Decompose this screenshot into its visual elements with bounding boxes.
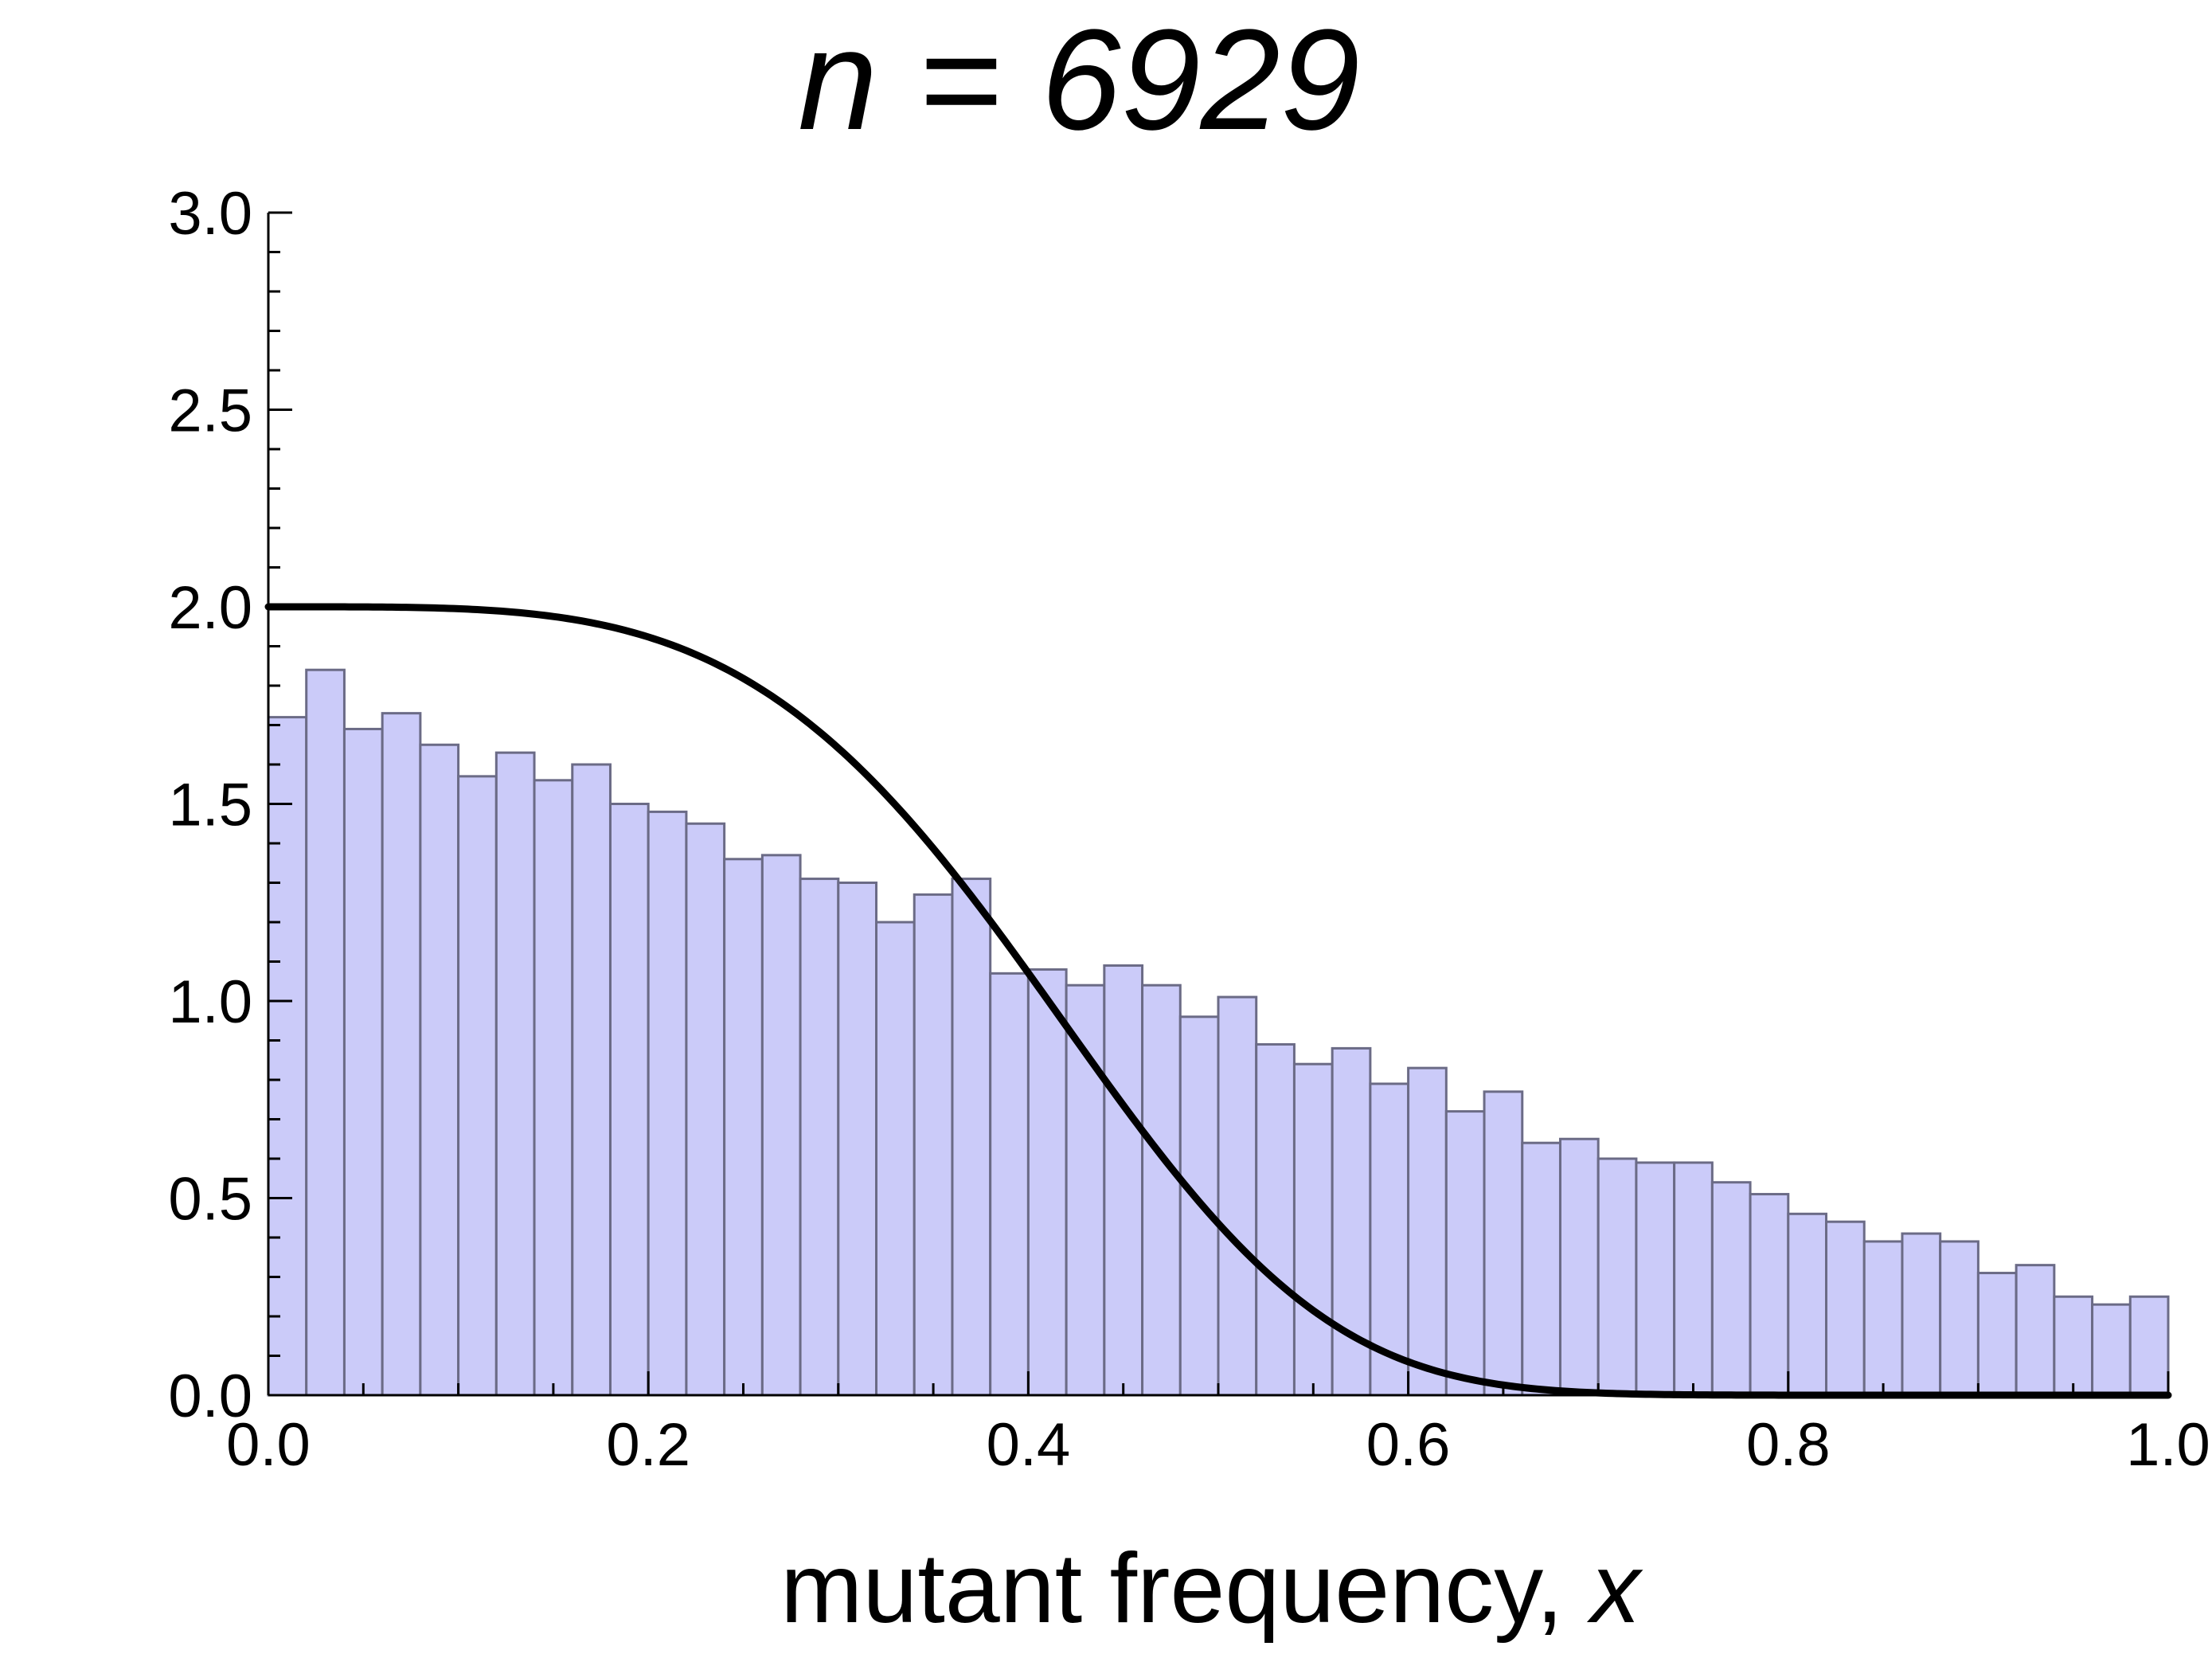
histogram-bar <box>2053 1295 2094 1397</box>
histogram-bar <box>1787 1212 1828 1397</box>
histogram-bar <box>1976 1272 2018 1397</box>
histogram-bar <box>799 878 840 1397</box>
histogram-bar <box>1407 1066 1448 1397</box>
histogram-bar <box>419 743 460 1397</box>
y-tick-label: 1.5 <box>168 772 252 839</box>
histogram-bar <box>305 668 346 1397</box>
histogram-bar <box>457 775 498 1397</box>
histogram-bars <box>267 668 2170 1397</box>
histogram-bar <box>608 803 650 1397</box>
x-axis-label-text: mutant frequency, <box>780 1534 1591 1644</box>
histogram-bar <box>989 972 1030 1397</box>
histogram-bar <box>1939 1240 1979 1397</box>
histogram-bar <box>760 854 802 1397</box>
x-tick-label: 0.0 <box>226 1411 311 1479</box>
histogram-bar <box>837 882 878 1397</box>
y-tick-label: 2.0 <box>168 574 252 642</box>
histogram-bar <box>2091 1303 2132 1397</box>
tick-labels: 0.0 0.5 1.0 1.5 2.0 2.5 3.0 0.0 0.2 0.4 0.6 0.8 1.0 <box>168 180 2210 1479</box>
histogram-bar <box>267 716 308 1397</box>
y-tick-label: 1.0 <box>168 968 252 1036</box>
histogram-bar <box>1255 1042 1296 1397</box>
histogram-bar <box>1635 1161 1676 1397</box>
histogram-bar <box>1292 1062 1334 1397</box>
histogram-bar <box>1103 964 1144 1397</box>
histogram-bar <box>951 878 992 1397</box>
histogram-bar <box>342 727 384 1397</box>
histogram-bar <box>723 858 764 1397</box>
histogram-bar <box>571 763 612 1397</box>
x-tick-label: 0.6 <box>1366 1411 1451 1479</box>
histogram-bar <box>647 810 688 1397</box>
histogram-bar <box>1483 1090 1524 1397</box>
histogram-bar <box>1749 1193 1790 1397</box>
histogram-bar <box>685 822 726 1397</box>
histogram-bar <box>533 779 574 1397</box>
histogram-bar <box>1026 968 1068 1397</box>
histogram-bar <box>1217 995 1258 1397</box>
histogram-bar <box>494 751 536 1397</box>
histogram-bar <box>1710 1181 1752 1397</box>
x-axis-label: mutant frequency, x <box>780 1534 1643 1644</box>
x-tick-label: 0.4 <box>987 1411 1071 1479</box>
histogram-bar <box>1141 983 1182 1397</box>
x-tick-label: 1.0 <box>2126 1411 2210 1479</box>
histogram-bar <box>1673 1161 1714 1397</box>
y-tick-label: 0.5 <box>168 1166 252 1234</box>
x-tick-label: 0.2 <box>606 1411 690 1479</box>
x-tick-label: 0.8 <box>1746 1411 1831 1479</box>
histogram-bar <box>1596 1157 1638 1397</box>
histogram-bar <box>1558 1137 1600 1397</box>
y-tick-label: 2.5 <box>168 377 252 445</box>
histogram-bar <box>1521 1141 1561 1397</box>
histogram-bar <box>2128 1295 2170 1397</box>
histogram-bar <box>1901 1232 1942 1397</box>
histogram-bar <box>913 893 954 1397</box>
histogram-bar <box>1444 1110 1486 1397</box>
histogram-bar <box>1825 1220 1866 1397</box>
y-tick-label: 3.0 <box>168 180 252 248</box>
axes <box>267 211 2170 1397</box>
y-tick-label: 0.0 <box>168 1363 252 1430</box>
histogram-bar <box>1862 1240 1904 1397</box>
histogram-bar <box>2015 1264 2056 1397</box>
x-axis-label-variable: x <box>1587 1534 1643 1644</box>
histogram-bar <box>875 921 916 1397</box>
chart-title: n = 6929 <box>798 0 1360 160</box>
histogram-bar <box>381 712 422 1397</box>
